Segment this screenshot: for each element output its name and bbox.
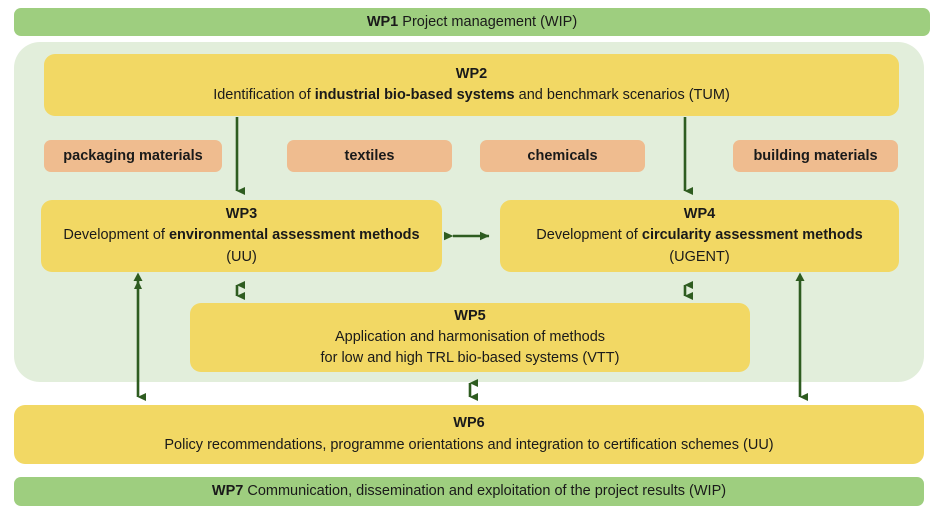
sector-box-packaging-materials: packaging materials xyxy=(44,140,222,172)
wp1-description: Project management (WIP) xyxy=(398,13,578,30)
wp3-description: Development of environmental assessment … xyxy=(63,225,419,246)
wp1-code: WP1 xyxy=(366,13,399,30)
wp4-desc-bold: circularity assessment methods xyxy=(641,227,863,244)
wp4-description: Development of circularity assessment me… xyxy=(536,225,862,246)
wp3-code: WP3 xyxy=(225,206,258,223)
wp2-code: WP2 xyxy=(455,65,488,82)
sector-label: chemicals xyxy=(527,148,598,164)
sector-label: textiles xyxy=(344,148,395,164)
wp3-box: WP3 Development of environmental assessm… xyxy=(41,200,442,272)
wp3-desc-bold: environmental assessment methods xyxy=(168,227,420,244)
wp2-description: Identification of industrial bio-based s… xyxy=(213,85,730,106)
wp5-code: WP5 xyxy=(454,307,486,324)
wp2-desc-pre: Identification of xyxy=(213,87,315,103)
wp4-desc-pre: Development of xyxy=(536,227,642,244)
wp7-code: WP7 xyxy=(211,483,244,500)
wp2-desc-bold: industrial bio-based systems xyxy=(314,87,515,103)
wp6-code: WP6 xyxy=(453,415,485,432)
wp7-bar: WP7 Communication, dissemination and exp… xyxy=(14,477,924,506)
wp3-partner: (UU) xyxy=(226,248,257,265)
sector-label: packaging materials xyxy=(63,148,203,164)
wp6-description: Policy recommendations, programme orient… xyxy=(164,436,774,453)
sector-label: building materials xyxy=(753,148,878,164)
sector-box-building-materials: building materials xyxy=(733,140,898,172)
wp3-desc-pre: Development of xyxy=(63,227,169,244)
wp4-partner: (UGENT) xyxy=(669,248,730,265)
wp6-box: WP6 Policy recommendations, programme or… xyxy=(14,405,924,464)
wp4-box: WP4 Development of circularity assessmen… xyxy=(500,200,899,272)
wp5-line2: for low and high TRL bio-based systems (… xyxy=(320,350,620,366)
wp1-text: WP1 Project management (WIP) xyxy=(367,13,577,31)
wp5-box: WP5 Application and harmonisation of met… xyxy=(190,303,750,372)
wp2-desc-post: and benchmark scenarios (TUM) xyxy=(514,87,730,103)
sector-box-chemicals: chemicals xyxy=(480,140,645,172)
wp1-bar: WP1 Project management (WIP) xyxy=(14,8,930,36)
sector-box-textiles: textiles xyxy=(287,140,452,172)
wp7-text: WP7 Communication, dissemination and exp… xyxy=(212,482,726,500)
wp7-description: Communication, dissemination and exploit… xyxy=(243,483,727,500)
wp5-line1: Application and harmonisation of methods xyxy=(334,328,606,345)
wp2-box: WP2 Identification of industrial bio-bas… xyxy=(44,54,899,116)
wp4-code: WP4 xyxy=(683,206,716,223)
